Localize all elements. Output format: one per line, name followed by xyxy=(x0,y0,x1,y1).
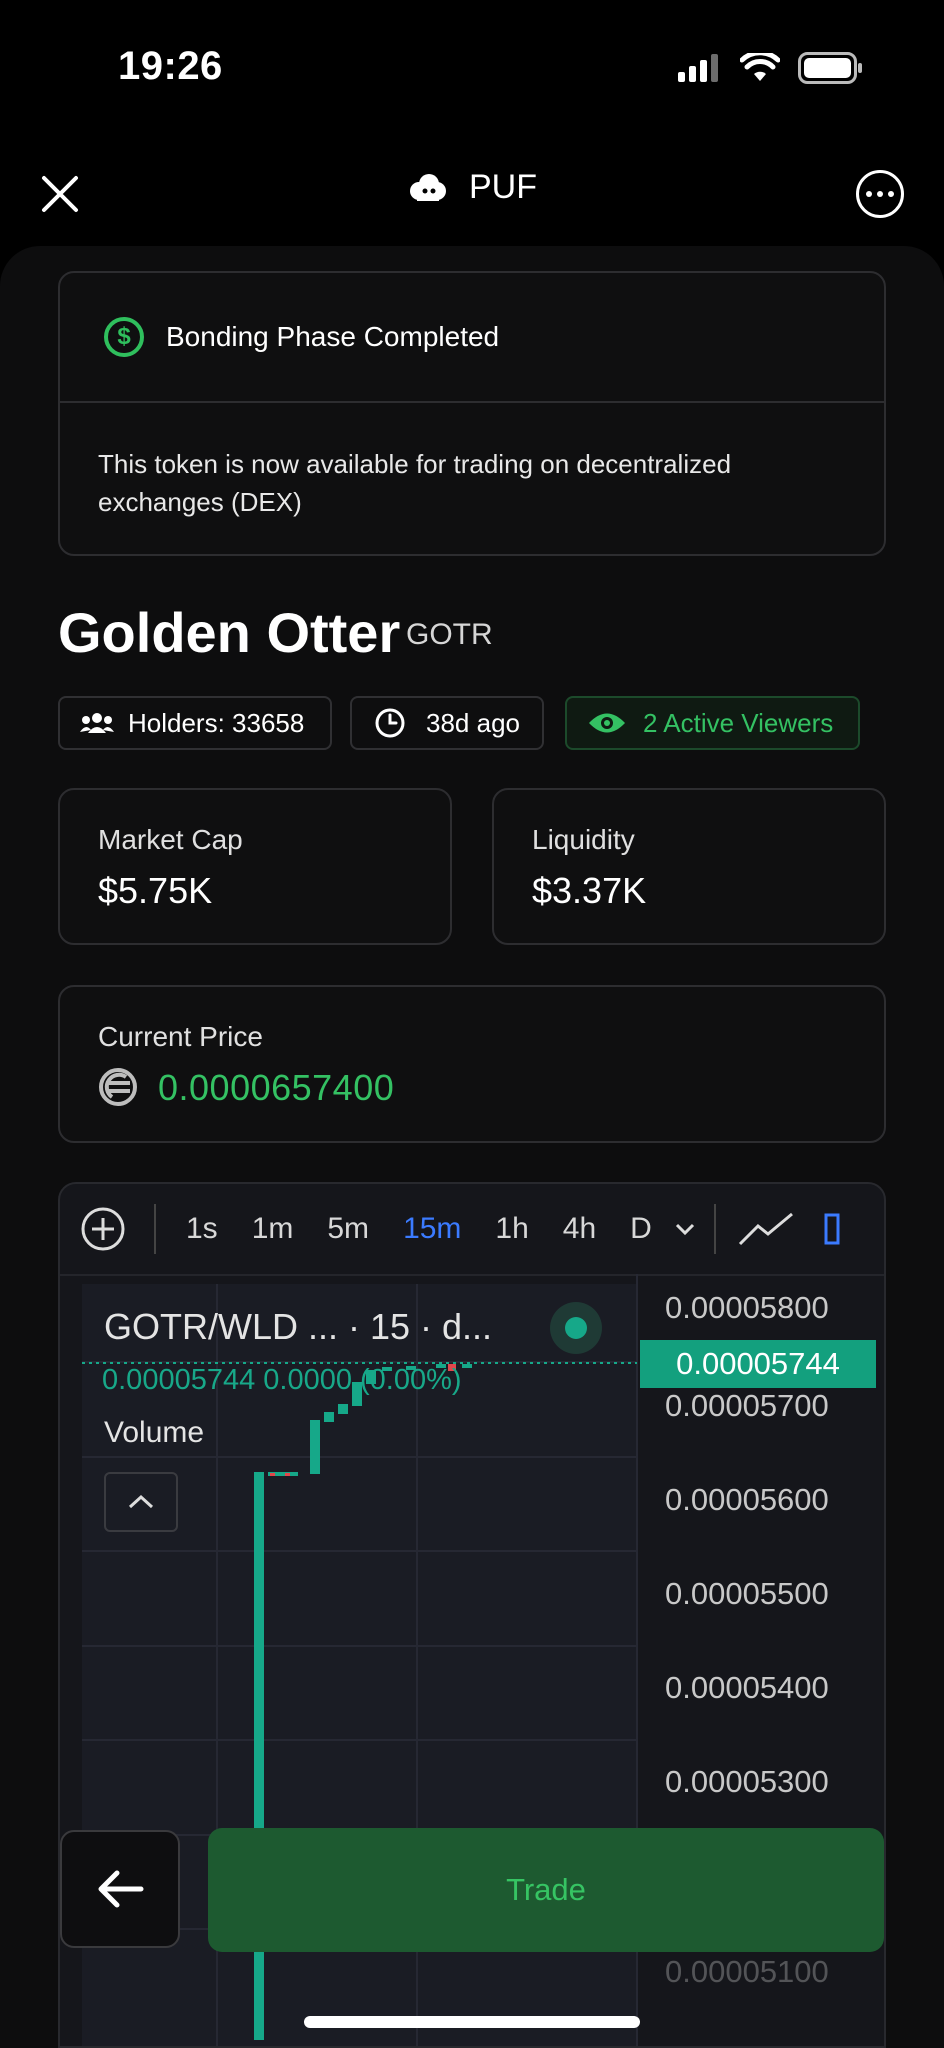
market-cap-label: Market Cap xyxy=(98,824,243,855)
viewers-badge: 2 Active Viewers xyxy=(565,696,860,750)
y-axis-label: 0.00005500 xyxy=(665,1576,829,1611)
candle xyxy=(436,1364,446,1368)
candlestick-icon[interactable] xyxy=(824,1209,840,1249)
timeframe-d[interactable]: D xyxy=(630,1212,652,1245)
token-name: Golden Otter xyxy=(58,601,401,664)
bonding-message: This token is now available for trading … xyxy=(98,449,732,517)
timeframe-1s[interactable]: 1s xyxy=(186,1212,218,1245)
users-icon xyxy=(80,713,114,733)
candle xyxy=(254,1472,264,2040)
current-price-tag: 0.00005744 xyxy=(640,1340,876,1388)
header-title-text: PUF xyxy=(469,168,537,206)
candle xyxy=(352,1382,362,1406)
candle xyxy=(310,1420,320,1474)
cloud-logo-icon xyxy=(410,173,446,201)
eye-icon xyxy=(589,713,625,733)
timeframe-1m[interactable]: 1m xyxy=(251,1212,294,1245)
volume-label: Volume xyxy=(104,1416,205,1449)
dollar-icon: $ xyxy=(104,317,144,357)
close-icon xyxy=(42,176,78,212)
candles xyxy=(254,1364,472,2040)
bonding-header: $ Bonding Phase Completed xyxy=(60,273,884,403)
age-badge: 38d ago xyxy=(350,696,544,750)
y-axis-label: 0.00005400 xyxy=(665,1670,829,1705)
candle xyxy=(382,1367,392,1371)
candle xyxy=(366,1370,376,1384)
candle xyxy=(268,1472,298,1476)
timeframe-5m[interactable]: 5m xyxy=(327,1212,370,1245)
y-axis-label: 0.00005800 xyxy=(665,1290,829,1325)
more-options-button[interactable] xyxy=(856,170,904,218)
chevron-down-icon[interactable] xyxy=(674,1222,696,1236)
y-axis-label: 0.00005300 xyxy=(665,1764,829,1799)
arrow-left-icon xyxy=(98,1870,144,1908)
liquidity-value: $3.37K xyxy=(532,870,647,911)
candle xyxy=(324,1412,334,1422)
line-chart-icon[interactable] xyxy=(738,1212,794,1246)
current-price-card: Current Price 0.0000657400 xyxy=(58,985,886,1143)
candle xyxy=(406,1366,416,1370)
clock-icon xyxy=(375,708,405,738)
y-axis-label: 0.00005600 xyxy=(665,1482,829,1517)
timeframe-4h[interactable]: 4h xyxy=(562,1212,597,1245)
candle xyxy=(285,1473,290,1476)
holders-badge: Holders: 33658 xyxy=(58,696,332,750)
timeframe-15m[interactable]: 15m xyxy=(403,1212,462,1245)
candle xyxy=(338,1404,348,1414)
worldcoin-icon xyxy=(99,1068,137,1106)
more-icon-dot xyxy=(866,191,872,197)
signal-icon xyxy=(678,54,718,82)
home-indicator[interactable] xyxy=(304,2016,640,2028)
bonding-status-card: $ Bonding Phase Completed This token is … xyxy=(58,271,886,556)
candle xyxy=(448,1364,456,1371)
collapse-legend-button[interactable] xyxy=(104,1472,178,1532)
market-cap-card: Market Cap $5.75K xyxy=(58,788,452,945)
live-dot xyxy=(565,1317,587,1339)
y-axis-label: 0.00005100 xyxy=(665,1954,829,1989)
viewers-text: 2 Active Viewers xyxy=(643,707,834,738)
chart-legend-title: GOTR/WLD ... · 15 · d... xyxy=(104,1306,493,1347)
current-price-label: Current Price xyxy=(98,1021,263,1052)
toolbar-divider xyxy=(154,1204,156,1254)
close-button[interactable] xyxy=(40,174,80,214)
wifi-icon xyxy=(740,53,780,81)
status-icons xyxy=(678,52,864,84)
chevron-up-icon xyxy=(128,1494,154,1509)
trade-button[interactable]: Trade xyxy=(208,1828,884,1952)
chart-legend-values: 0.00005744 0.0000 (0.00%) xyxy=(102,1364,462,1396)
holders-text: Holders: 33658 xyxy=(128,707,305,738)
toolbar-divider xyxy=(713,1204,716,1254)
add-indicator-icon[interactable] xyxy=(80,1206,126,1252)
more-icon-dot xyxy=(888,191,894,197)
token-symbol: GOTR xyxy=(406,618,493,651)
y-axis-label: 0.00005700 xyxy=(665,1388,829,1423)
more-icon-dot xyxy=(877,191,883,197)
liquidity-card: Liquidity $3.37K xyxy=(492,788,886,945)
market-cap-value: $5.75K xyxy=(98,870,213,911)
bonding-title: Bonding Phase Completed xyxy=(166,321,500,352)
battery-icon xyxy=(798,52,862,84)
candle xyxy=(270,1473,275,1476)
back-button[interactable] xyxy=(60,1830,180,1948)
timeframe-1h[interactable]: 1h xyxy=(495,1212,529,1245)
candle xyxy=(462,1364,472,1368)
chart-toolbar: 1s 1m 5m 15m 1h 4h D xyxy=(60,1184,884,1276)
header-title: PUF xyxy=(0,168,944,207)
live-indicator xyxy=(550,1302,602,1354)
liquidity-label: Liquidity xyxy=(532,824,635,855)
age-text: 38d ago xyxy=(426,707,520,738)
current-price-value: 0.0000657400 xyxy=(158,1067,395,1108)
status-time: 19:26 xyxy=(118,44,223,88)
